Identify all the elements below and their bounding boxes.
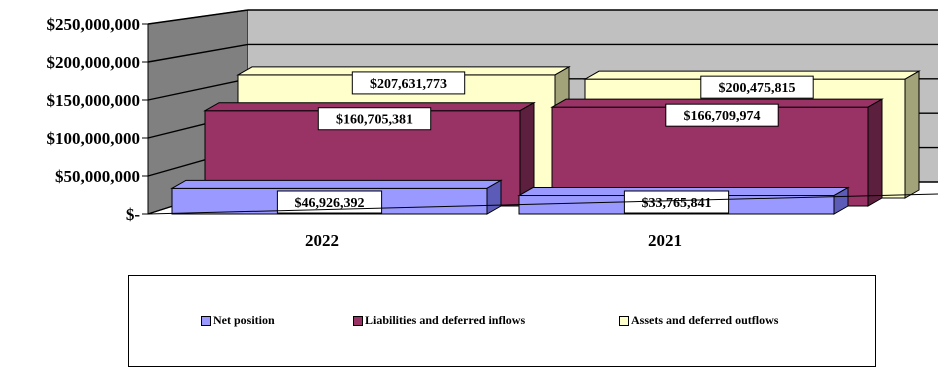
data-label-box (665, 103, 779, 127)
data-label: $33,765,841 (642, 196, 712, 211)
legend-item: Liabilities and deferred inflows (353, 313, 525, 328)
floor-line (147, 193, 938, 215)
legend: Net position Liabilities and deferred inf… (128, 275, 876, 367)
y-tick-label: $200,000,000 (47, 53, 141, 72)
data-label: $200,475,815 (719, 81, 796, 96)
legend-row: Net position Liabilities and deferred inf… (129, 313, 875, 329)
y-tick-label: $250,000,000 (47, 15, 141, 34)
y-tick-label: $100,000,000 (47, 129, 141, 148)
x-tick-label: 2022 (305, 231, 339, 250)
y-tick-label: $- (126, 205, 141, 224)
data-label: $207,631,773 (370, 77, 447, 92)
data-label: $166,709,974 (684, 109, 761, 124)
legend-item: Assets and deferred outflows (619, 313, 778, 328)
bar-side (867, 98, 883, 207)
legend-swatch (353, 315, 363, 326)
x-tick-label: 2021 (648, 231, 682, 250)
legend-label: Net position (213, 313, 275, 327)
data-label: $46,926,392 (295, 196, 365, 211)
gridline-side (147, 78, 249, 101)
legend-label: Assets and deferred outflows (631, 313, 779, 327)
legend-label: Liabilities and deferred inflows (365, 313, 526, 327)
legend-item: Net position (201, 313, 275, 328)
data-label: $160,705,381 (336, 113, 413, 128)
data-labels: $207,631,773 $200,475,815 $160,705,381 $166… (276, 71, 814, 214)
bar-side (833, 186, 849, 215)
y-tick-label: $50,000,000 (55, 167, 140, 186)
data-label-box (700, 75, 814, 99)
bars (170, 66, 921, 215)
y-axis: $- $50,000,000 $100,000,000 $150,000,000 $20… (47, 15, 148, 224)
y-tick-label: $150,000,000 (47, 91, 141, 110)
gridline-side (147, 9, 249, 25)
data-label-box (317, 107, 432, 131)
legend-swatch (619, 315, 629, 326)
chart: $- $50,000,000 $100,000,000 $150,000,000 $20… (47, 9, 938, 250)
data-label-box (351, 71, 466, 95)
data-label-box (276, 190, 383, 214)
bar-top (170, 179, 503, 189)
x-axis: 2022 2021 (147, 193, 938, 250)
bar-side (904, 70, 920, 199)
gridline-side (147, 43, 249, 63)
legend-swatch (201, 315, 211, 326)
